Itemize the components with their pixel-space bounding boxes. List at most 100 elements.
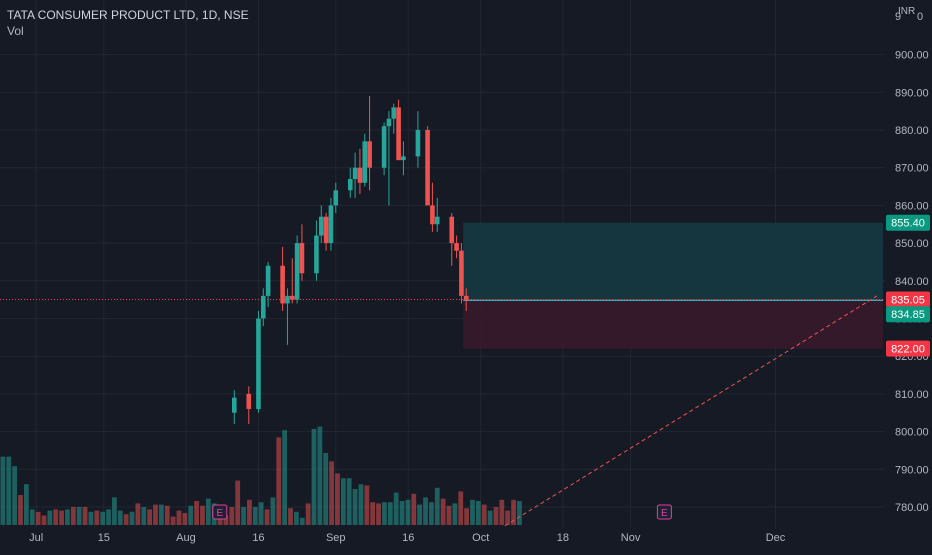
position-tool[interactable] (0, 222, 885, 349)
candle-body[interactable] (314, 235, 319, 274)
candle[interactable] (430, 182, 435, 232)
candle[interactable] (280, 246, 285, 311)
candle[interactable] (318, 205, 324, 244)
candle[interactable] (425, 126, 430, 206)
candle-body[interactable] (381, 126, 387, 168)
volume-bar (112, 497, 117, 525)
volume-bar (82, 507, 88, 525)
candle[interactable] (285, 288, 290, 345)
candle-body[interactable] (285, 295, 290, 304)
volume-bar (411, 493, 417, 525)
candle[interactable] (323, 212, 329, 251)
candle[interactable] (415, 111, 421, 168)
stop-zone[interactable] (463, 300, 883, 349)
candle[interactable] (246, 386, 252, 425)
candle[interactable] (401, 141, 406, 176)
candle[interactable] (289, 258, 295, 304)
candle[interactable] (362, 133, 368, 187)
candle-body[interactable] (299, 243, 305, 274)
candle-body[interactable] (260, 295, 266, 319)
candle-body[interactable] (231, 397, 237, 413)
candle-body[interactable] (294, 243, 300, 300)
candle[interactable] (391, 103, 397, 134)
candle-body[interactable] (434, 216, 440, 225)
candle[interactable] (434, 197, 440, 232)
candle-body[interactable] (318, 216, 324, 236)
earnings-marker[interactable]: E (656, 504, 672, 520)
candle-body[interactable] (280, 265, 285, 304)
volume-bar (405, 499, 411, 525)
earnings-badge[interactable] (212, 504, 228, 520)
candle-body[interactable] (362, 141, 368, 183)
symbol-title[interactable]: TATA CONSUMER PRODUCT LTD, 1D, NSE (7, 8, 249, 22)
volume-bar (229, 507, 235, 525)
trend-line-segment[interactable] (504, 295, 878, 527)
trend-line[interactable] (504, 295, 878, 527)
candle-body[interactable] (415, 130, 421, 157)
candle-body[interactable] (328, 205, 334, 244)
candle[interactable] (454, 235, 459, 259)
candle-body[interactable] (256, 318, 261, 409)
price-axis[interactable]: 780.00790.00800.00810.00820.00830.00840.… (895, 11, 929, 514)
candle-body[interactable] (323, 216, 329, 244)
candle-body[interactable] (391, 107, 397, 119)
volume-bar (29, 509, 35, 525)
candle-body[interactable] (289, 295, 295, 300)
candle-body[interactable] (425, 130, 430, 206)
candle[interactable] (333, 182, 339, 213)
candle[interactable] (357, 148, 363, 195)
candle-body[interactable] (401, 156, 406, 161)
candle-body[interactable] (352, 167, 358, 180)
candle[interactable] (459, 243, 464, 304)
volume-bar (299, 517, 305, 525)
candle[interactable] (463, 288, 469, 311)
candle-body[interactable] (367, 141, 372, 168)
candle-body[interactable] (265, 265, 271, 296)
candle[interactable] (294, 235, 300, 304)
candle-body[interactable] (347, 179, 353, 191)
candle[interactable] (449, 212, 455, 266)
candle[interactable] (256, 310, 261, 413)
candle[interactable] (396, 99, 401, 161)
candle[interactable] (328, 197, 334, 251)
volume-bar (41, 515, 47, 525)
earnings-badge[interactable] (656, 504, 672, 520)
candle[interactable] (367, 96, 372, 191)
candle-body[interactable] (430, 205, 435, 225)
currency-label[interactable]: INR (898, 6, 916, 17)
candle-body[interactable] (396, 107, 401, 161)
candle[interactable] (386, 111, 392, 206)
volume-bar (23, 484, 29, 525)
candle[interactable] (381, 122, 387, 176)
last-price-label-bg (886, 291, 930, 308)
volume-bar (176, 510, 182, 525)
volume-bar (94, 510, 100, 525)
volume-legend[interactable]: Vol (7, 24, 24, 38)
candle-body[interactable] (459, 250, 464, 296)
candlestick-series[interactable] (231, 96, 469, 425)
time-axis[interactable]: Jul 15 Aug 16 Sep 16 Oct 18 Nov Dec (29, 532, 786, 544)
volume-bar (382, 502, 387, 525)
candle-body[interactable] (357, 167, 363, 183)
candle[interactable] (260, 288, 266, 327)
earnings-marker[interactable]: E (212, 504, 228, 520)
candle[interactable] (352, 152, 358, 198)
candle[interactable] (231, 390, 237, 425)
candle[interactable] (299, 224, 305, 281)
candle[interactable] (314, 220, 319, 281)
candle-body[interactable] (449, 216, 455, 244)
candle-body[interactable] (454, 243, 459, 251)
target-zone[interactable] (463, 222, 883, 301)
volume-bar (493, 507, 499, 525)
candle-body[interactable] (386, 118, 392, 127)
volume-bar (440, 498, 446, 525)
candle[interactable] (265, 261, 271, 308)
candle-body[interactable] (246, 393, 252, 409)
candle[interactable] (347, 167, 353, 198)
candle-body[interactable] (333, 190, 339, 206)
volume-bar (164, 505, 170, 525)
candle-body[interactable] (463, 295, 469, 300)
